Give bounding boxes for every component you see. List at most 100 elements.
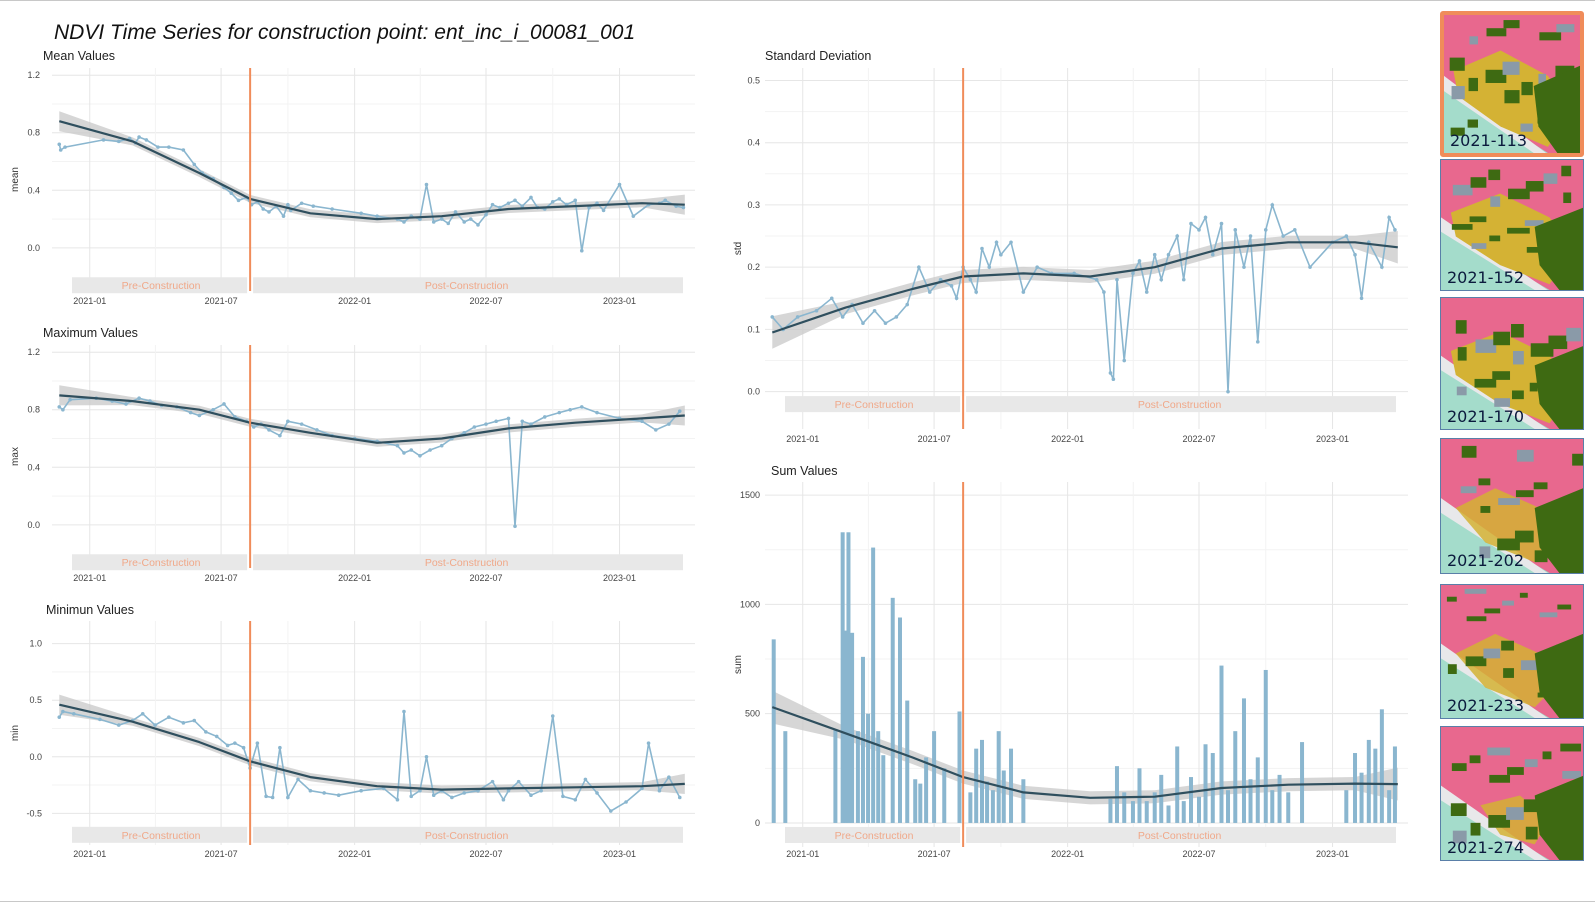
std-point (1380, 265, 1384, 269)
land-green-patch (1526, 246, 1544, 253)
thumbnail-2021-170[interactable]: 2021-170 (1440, 297, 1584, 430)
mean-point (167, 145, 171, 149)
std-series-line (771, 202, 1396, 392)
land-green-patch (1489, 235, 1501, 242)
min-point (431, 793, 436, 798)
min-point (57, 715, 62, 719)
max-post-band (253, 554, 683, 571)
sum-bar (1203, 744, 1208, 823)
std-point (829, 296, 834, 301)
std-point (1122, 358, 1127, 363)
mean-point (58, 148, 63, 152)
land-grey-patch (1516, 449, 1534, 462)
sum-bar (890, 597, 895, 823)
std-post-band (966, 396, 1396, 413)
sum-bar (1144, 801, 1149, 823)
land-grey-patch (1479, 546, 1491, 559)
std-point (974, 290, 978, 294)
min-point (214, 734, 219, 739)
std-point (1115, 277, 1119, 282)
thumbnail-map-image (1441, 298, 1583, 429)
land-green-patch (1533, 482, 1548, 490)
land-grey-patch (1520, 123, 1533, 132)
min-point (359, 788, 363, 793)
min-point (409, 794, 414, 799)
land-grey-patch (1566, 327, 1582, 342)
min-point (609, 809, 613, 813)
thumbnail-2021-152[interactable]: 2021-152 (1440, 159, 1584, 291)
std-point (1344, 234, 1349, 238)
min-point (192, 718, 197, 723)
mean-point (557, 197, 562, 201)
mean-post-band (253, 277, 683, 294)
sum-bar (1196, 796, 1201, 823)
max-ytick-label: 0.0 (27, 520, 40, 530)
mean-point (181, 148, 186, 152)
min-point (167, 715, 171, 719)
std-point (795, 315, 800, 319)
land-green-patch (1489, 774, 1511, 783)
std-ytick-label: 0.0 (747, 387, 760, 397)
min-post-band-label: Post-Construction (425, 830, 509, 842)
sum-ytick-label: 500 (745, 709, 760, 719)
land-green-patch (1529, 382, 1538, 392)
land-green-patch (1451, 763, 1467, 772)
std-point (1308, 265, 1312, 269)
std-point (1263, 228, 1268, 232)
thumbnail-2021-113[interactable]: 2021-113 (1440, 11, 1584, 157)
sum-bar (1300, 742, 1305, 823)
thumbnail-2021-233[interactable]: 2021-233 (1440, 584, 1584, 719)
sum-bar (1021, 779, 1026, 823)
land-green-block (1534, 633, 1583, 718)
thumbnail-map-image (1441, 727, 1583, 860)
max-post-band-label: Post-Construction (425, 557, 509, 569)
thumbnail-2021-274[interactable]: 2021-274 (1440, 726, 1584, 861)
max-point (148, 399, 152, 403)
min-point (529, 793, 533, 798)
land-grey-patch (1556, 24, 1575, 33)
mean-point (476, 223, 480, 227)
sum-bar (1159, 774, 1164, 823)
sum-bar (1137, 768, 1142, 823)
land-grey-patch (1506, 807, 1524, 820)
land-grey-patch (1502, 61, 1520, 75)
max-point (462, 430, 467, 435)
max-grid (52, 345, 695, 568)
max-point (299, 422, 304, 426)
land-green-patch (1465, 656, 1487, 667)
std-point (954, 296, 959, 301)
max-point (267, 428, 271, 432)
land-green-patch (1542, 751, 1552, 760)
mean-point (281, 214, 286, 218)
std-point (905, 302, 910, 307)
land-green-patch (1561, 165, 1572, 177)
thumbnail-2021-202[interactable]: 2021-202 (1440, 438, 1584, 574)
std-ytick-label: 0.4 (747, 138, 760, 148)
max-xtick-label: 2022-01 (338, 573, 371, 583)
land-grey-patch (1494, 398, 1511, 407)
sum-bar (1353, 753, 1358, 823)
land-mint (1444, 86, 1548, 153)
mean-y-axis-label: mean (10, 167, 21, 192)
mean-point (116, 139, 121, 144)
min-point (98, 717, 102, 722)
mean-point (311, 204, 316, 208)
max-point (395, 443, 400, 448)
mean-point (144, 138, 149, 142)
land-grey-patch (1460, 486, 1477, 494)
sum-bar (974, 748, 979, 823)
land-green-patch (1523, 799, 1538, 813)
mean-ytick-label: 0.8 (27, 128, 40, 138)
thumbnail-label: 2021-202 (1447, 551, 1525, 570)
sum-bar (897, 617, 902, 823)
std-point (1144, 290, 1149, 294)
max-point (402, 451, 406, 455)
land-grey-patch (1456, 386, 1467, 396)
land-green-patch (1507, 227, 1530, 234)
land-grey-patch (1498, 498, 1520, 506)
std-point (994, 240, 999, 245)
mean-xtick-label: 2021-01 (73, 296, 106, 306)
std-point (1137, 259, 1142, 263)
land-green-patch (1461, 445, 1477, 458)
min-ytick-label: -0.5 (26, 808, 42, 818)
